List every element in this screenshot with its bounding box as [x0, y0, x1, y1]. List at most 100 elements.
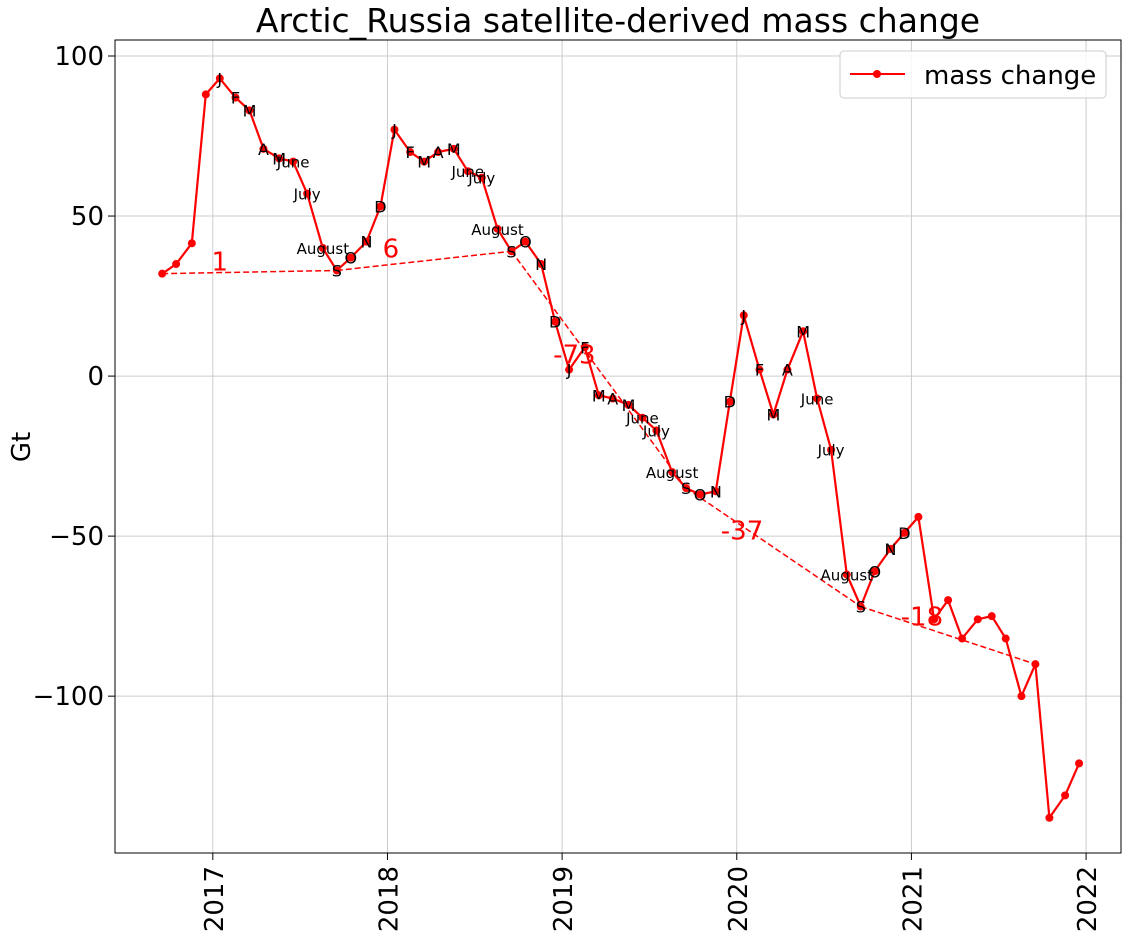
data-point	[652, 426, 661, 435]
data-point	[1001, 634, 1010, 643]
point-label: S	[506, 242, 516, 261]
y-axis-label: Gt	[7, 432, 37, 462]
data-point	[507, 247, 516, 256]
x-tick-label: 2017	[200, 866, 230, 932]
y-tick-label: 50	[71, 202, 104, 232]
data-point	[537, 260, 546, 269]
data-point	[376, 202, 385, 211]
point-label: O	[344, 249, 357, 268]
data-point	[725, 397, 734, 406]
data-point	[493, 224, 502, 233]
x-tick-label: 2019	[549, 866, 579, 932]
trend-segment	[336, 250, 512, 272]
data-point	[1045, 813, 1054, 822]
series-line-mass-change	[161, 77, 1081, 819]
point-label: J	[216, 69, 222, 88]
point-label: O	[868, 562, 881, 581]
x-tick-label: 2021	[898, 866, 928, 932]
point-label: August	[297, 240, 350, 258]
point-label: M	[592, 386, 606, 405]
grid	[115, 40, 1121, 853]
data-point	[870, 567, 879, 576]
point-label: J	[391, 121, 397, 140]
legend-box	[839, 50, 1107, 99]
data-point	[318, 244, 327, 253]
point-label: S	[856, 598, 866, 617]
point-label: June	[800, 390, 834, 408]
point-label: M	[447, 140, 461, 159]
data-point	[1075, 759, 1084, 768]
point-label: N	[535, 255, 547, 274]
x-axis-ticks: 2017 2018 2019 2020 2021 2022	[200, 853, 1103, 932]
plot-frame	[114, 39, 1122, 854]
data-point	[420, 157, 429, 166]
data-point	[463, 167, 472, 176]
trend-segment	[860, 605, 1036, 665]
legend-marker-swatch	[873, 70, 881, 78]
data-point	[769, 410, 778, 419]
data-point	[638, 413, 647, 422]
point-label: July	[817, 442, 845, 460]
point-label: A	[433, 143, 444, 162]
data-point	[856, 602, 865, 611]
data-point	[406, 148, 415, 157]
point-label: O	[519, 233, 532, 252]
data-point	[624, 400, 633, 409]
y-tick-label: 100	[54, 42, 104, 72]
x-tick-label: 2018	[374, 866, 404, 932]
point-label: M	[622, 396, 636, 415]
data-point	[739, 311, 748, 320]
point-label: August	[821, 567, 874, 585]
data-point	[696, 490, 705, 499]
point-label: F	[580, 338, 589, 357]
point-label: A	[258, 140, 269, 159]
legend: mass change	[839, 50, 1107, 99]
trend-segment	[162, 269, 337, 275]
data-point	[900, 528, 909, 537]
trend-segment	[685, 487, 862, 608]
point-label: D	[724, 393, 736, 412]
y-tick-label: 0	[87, 362, 104, 392]
point-label: S	[681, 479, 691, 498]
data-point	[958, 634, 967, 643]
point-label: S	[332, 261, 342, 280]
trend-annotation: -73	[553, 340, 595, 370]
point-label: J	[566, 361, 572, 380]
trend-annotations: 1 6 -73 -37 -18	[212, 235, 944, 633]
data-point	[172, 260, 181, 269]
data-point	[827, 445, 836, 454]
data-point	[842, 570, 851, 579]
data-point	[477, 173, 486, 182]
trend-annotation: -18	[901, 603, 943, 633]
point-label: June	[625, 410, 659, 428]
point-label: June	[450, 163, 484, 181]
data-point	[390, 125, 399, 134]
point-label: F	[755, 361, 764, 380]
data-point	[799, 327, 808, 336]
point-label: July	[467, 170, 495, 188]
trend-annotation: -37	[721, 516, 763, 546]
data-point	[580, 343, 589, 352]
trend-annotation: 6	[383, 235, 400, 265]
data-point	[215, 74, 224, 83]
point-label: J	[740, 306, 746, 325]
data-point	[362, 237, 371, 246]
chart-title: Arctic_Russia satellite-derived mass cha…	[256, 1, 980, 40]
point-label: F	[406, 143, 415, 162]
data-point	[201, 90, 210, 99]
data-point	[449, 144, 458, 153]
point-label: August	[471, 221, 524, 239]
data-point	[565, 365, 574, 374]
data-point	[682, 484, 691, 493]
point-label: July	[642, 422, 670, 440]
y-axis-ticks: −100 −50 0 50 100	[33, 42, 115, 712]
data-point	[1017, 692, 1026, 701]
data-point	[231, 93, 240, 102]
data-point	[813, 394, 822, 403]
data-point	[944, 596, 953, 605]
point-label: M	[767, 405, 781, 424]
data-point	[187, 239, 196, 248]
legend-entry-mass-change: mass change	[924, 61, 1096, 91]
point-label: M	[243, 101, 257, 120]
